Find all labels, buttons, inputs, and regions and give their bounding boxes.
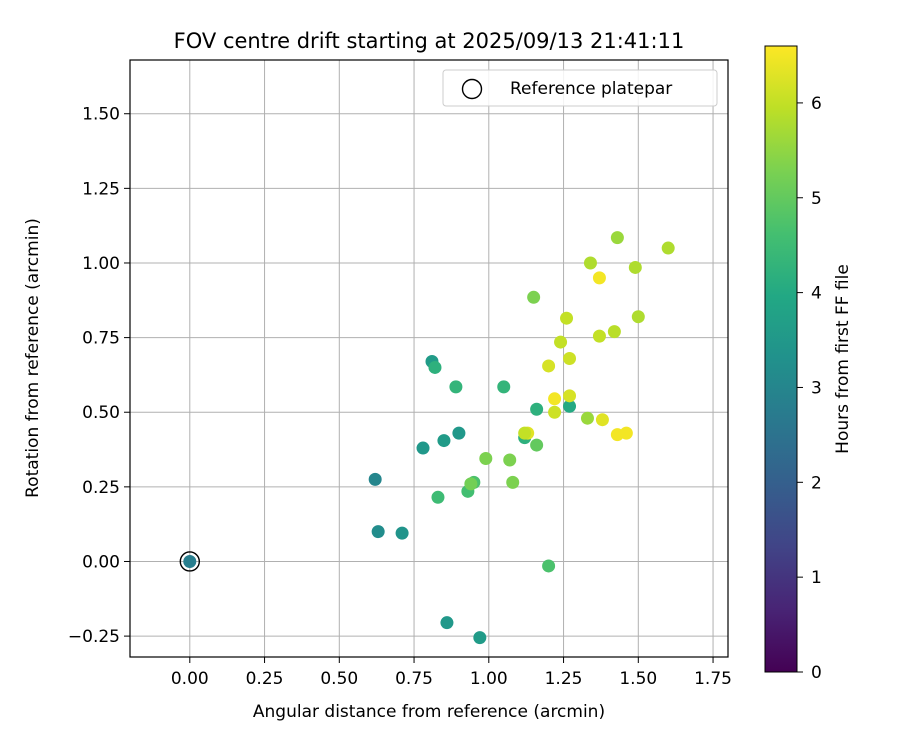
y-tick-label: 0.50 (82, 403, 120, 423)
colorbar-ticks: 0 1 2 3 4 5 6 (797, 94, 822, 683)
colorbar-tick-label: 5 (811, 189, 822, 209)
data-point (592, 271, 606, 285)
colorbar (764, 45, 798, 673)
x-tick-label: 1.75 (694, 669, 732, 689)
y-axis-label: Rotation from reference (arcmin) (23, 218, 43, 498)
colorbar-tick-label: 0 (811, 663, 822, 683)
colorbar-label: Hours from first FF file (833, 264, 853, 454)
data-point (368, 472, 382, 486)
data-point (580, 411, 594, 425)
colorbar-tick-label: 1 (811, 568, 822, 588)
data-point (473, 631, 487, 645)
data-point (431, 490, 445, 504)
x-axis-ticks: 0.00 0.25 0.50 0.75 1.00 1.25 1.50 1.75 (171, 657, 732, 689)
data-point (583, 256, 597, 270)
data-point (440, 616, 454, 630)
y-tick-label: 1.25 (82, 179, 120, 199)
x-tick-label: 1.25 (545, 669, 583, 689)
data-point (506, 475, 520, 489)
y-tick-label: 1.50 (82, 105, 120, 125)
data-point (542, 359, 556, 373)
data-point (563, 352, 577, 365)
data-point (548, 392, 562, 406)
y-tick-label: −0.25 (68, 627, 120, 647)
data-point (416, 441, 430, 455)
x-tick-label: 0.25 (246, 669, 284, 689)
data-point (527, 290, 541, 304)
data-point (619, 426, 633, 440)
data-point (548, 405, 562, 419)
x-tick-label: 1.50 (619, 669, 657, 689)
data-point (497, 380, 511, 394)
y-axis-ticks: −0.25 0.00 0.25 0.50 0.75 1.00 1.25 1.50 (68, 105, 130, 647)
legend-box (442, 69, 718, 107)
data-point (592, 329, 606, 343)
colorbar-tick-label: 6 (811, 94, 822, 114)
data-point (607, 325, 621, 339)
plot-frame (129, 59, 729, 658)
data-point (371, 525, 385, 539)
y-tick-label: 0.75 (82, 329, 120, 349)
data-point (560, 311, 574, 325)
x-tick-label: 0.00 (171, 669, 209, 689)
data-point (563, 399, 577, 413)
legend: Reference platepar (442, 69, 718, 107)
data-point (428, 360, 442, 374)
legend-marker (461, 78, 483, 100)
data-point (530, 438, 544, 452)
x-tick-label: 0.50 (320, 669, 358, 689)
x-axis-label: Angular distance from reference (arcmin) (253, 702, 605, 722)
data-point (661, 241, 675, 255)
data-point (563, 389, 577, 403)
data-point (452, 426, 466, 440)
y-tick-label: 0.00 (82, 552, 120, 572)
data-point (610, 231, 624, 245)
data-point (518, 426, 532, 440)
data-point (449, 380, 463, 394)
data-point (395, 526, 409, 540)
data-point (437, 434, 451, 448)
colorbar-tick-label: 4 (811, 284, 822, 304)
y-tick-label: 0.25 (82, 478, 120, 498)
x-tick-label: 1.00 (470, 669, 508, 689)
x-tick-label: 0.75 (395, 669, 433, 689)
data-point (628, 260, 642, 274)
data-point (542, 559, 556, 573)
data-point (479, 451, 493, 465)
data-points (179, 231, 675, 645)
data-point (503, 453, 517, 467)
reference-platepar-marker (179, 551, 201, 572)
data-point (464, 477, 478, 491)
data-point (183, 554, 197, 568)
data-point (554, 335, 568, 349)
legend-label: Reference platepar (510, 79, 672, 99)
colorbar-tick-label: 3 (811, 378, 822, 398)
data-point (595, 413, 609, 427)
y-tick-label: 1.00 (82, 254, 120, 274)
data-point (631, 310, 645, 324)
chart-title: FOV centre drift starting at 2025/09/13 … (174, 29, 685, 53)
data-point (530, 402, 544, 416)
colorbar-tick-label: 2 (811, 473, 822, 493)
